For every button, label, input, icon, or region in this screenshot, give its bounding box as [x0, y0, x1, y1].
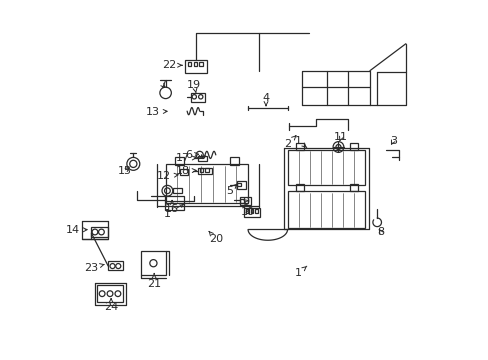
Bar: [349, 184, 357, 192]
Bar: [240, 197, 250, 205]
Text: 7: 7: [159, 80, 166, 90]
Text: 12: 12: [157, 171, 178, 181]
Bar: [165, 164, 247, 203]
Text: 23: 23: [84, 263, 104, 273]
Bar: [230, 157, 239, 165]
Text: 9: 9: [242, 197, 249, 207]
Text: 20: 20: [208, 231, 223, 244]
Bar: [246, 210, 249, 213]
Bar: [295, 143, 304, 150]
Text: 4: 4: [262, 93, 269, 105]
Text: 1: 1: [294, 266, 306, 278]
Bar: [204, 168, 208, 172]
Text: 21: 21: [147, 274, 161, 289]
Bar: [198, 168, 211, 174]
Bar: [172, 188, 182, 193]
Text: 16: 16: [165, 201, 179, 214]
Bar: [199, 168, 203, 172]
Bar: [236, 183, 241, 186]
Bar: [164, 196, 183, 210]
Bar: [254, 210, 257, 213]
Text: 24: 24: [104, 299, 118, 312]
Bar: [287, 149, 364, 185]
Text: 22: 22: [162, 60, 182, 70]
Text: 17: 17: [176, 153, 196, 163]
Bar: [185, 60, 206, 73]
Bar: [295, 184, 304, 192]
Text: 5: 5: [226, 184, 236, 196]
Bar: [287, 191, 364, 228]
Text: 10: 10: [241, 207, 255, 217]
Text: 6: 6: [185, 150, 198, 160]
Bar: [240, 199, 244, 203]
Text: 18: 18: [176, 166, 196, 176]
Bar: [97, 285, 123, 302]
Text: 8: 8: [376, 227, 384, 237]
Bar: [140, 251, 166, 275]
Bar: [108, 261, 122, 270]
Bar: [199, 62, 203, 66]
Bar: [236, 181, 245, 189]
Bar: [198, 156, 206, 161]
Bar: [193, 62, 197, 66]
Text: 11: 11: [334, 132, 347, 142]
Bar: [244, 208, 259, 217]
Bar: [174, 157, 183, 165]
Bar: [187, 62, 191, 66]
Text: 19: 19: [187, 80, 201, 93]
Bar: [180, 168, 187, 175]
Text: 14: 14: [65, 225, 87, 235]
Bar: [349, 143, 357, 150]
Text: 1: 1: [163, 204, 183, 219]
Text: 15: 15: [117, 166, 131, 176]
Bar: [191, 93, 204, 102]
Bar: [91, 226, 107, 237]
Text: 13: 13: [146, 107, 167, 117]
Text: 1: 1: [294, 136, 306, 148]
Bar: [250, 210, 253, 213]
Text: 2: 2: [284, 136, 295, 149]
Text: 3: 3: [389, 136, 396, 145]
